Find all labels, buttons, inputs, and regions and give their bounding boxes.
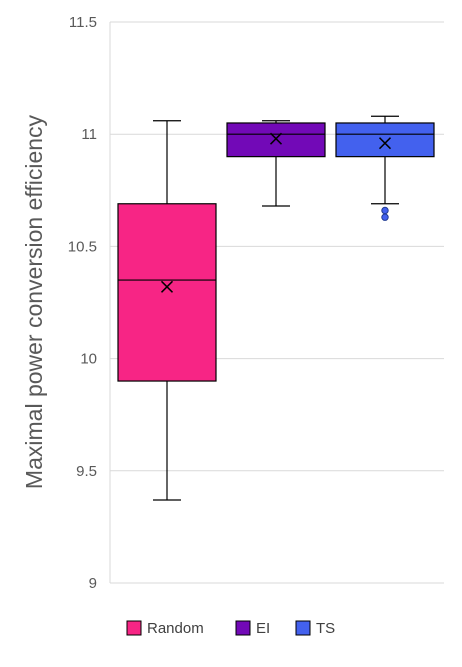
box-iqr: [226, 122, 326, 158]
legend-item-ei: EI: [235, 620, 270, 637]
box-ts: [335, 115, 435, 221]
outlier-point: [381, 213, 389, 221]
legend-item-ts: TS: [295, 620, 335, 637]
legend: Random EI TS: [126, 620, 335, 637]
box-iqr: [117, 203, 217, 382]
legend-item-random: Random: [126, 620, 204, 637]
legend-swatch: [295, 620, 311, 636]
mean-marker: [378, 137, 392, 150]
legend-label: TS: [316, 620, 335, 637]
boxes: [117, 115, 435, 501]
y-tick-label: 11.5: [69, 14, 97, 31]
y-tick-labels: 9 9.5 10 10.5 11 11.5: [68, 14, 97, 592]
y-tick-label: 9.5: [76, 463, 97, 480]
y-tick-label: 10: [80, 351, 97, 368]
box-iqr: [335, 122, 435, 158]
box-random: [117, 120, 217, 501]
legend-swatch: [235, 620, 251, 636]
legend-label: EI: [256, 620, 270, 637]
outlier-point: [381, 206, 389, 215]
y-tick-label: 11: [81, 126, 97, 143]
y-tick-label: 10.5: [68, 238, 97, 255]
mean-marker: [160, 280, 174, 293]
legend-label: Random: [147, 620, 204, 637]
mean-marker: [269, 132, 283, 145]
box-ei: [226, 120, 326, 207]
y-axis-label: Maximal power conversion efficiency: [21, 114, 47, 489]
y-tick-label: 9: [89, 575, 97, 592]
legend-swatch: [126, 620, 142, 636]
